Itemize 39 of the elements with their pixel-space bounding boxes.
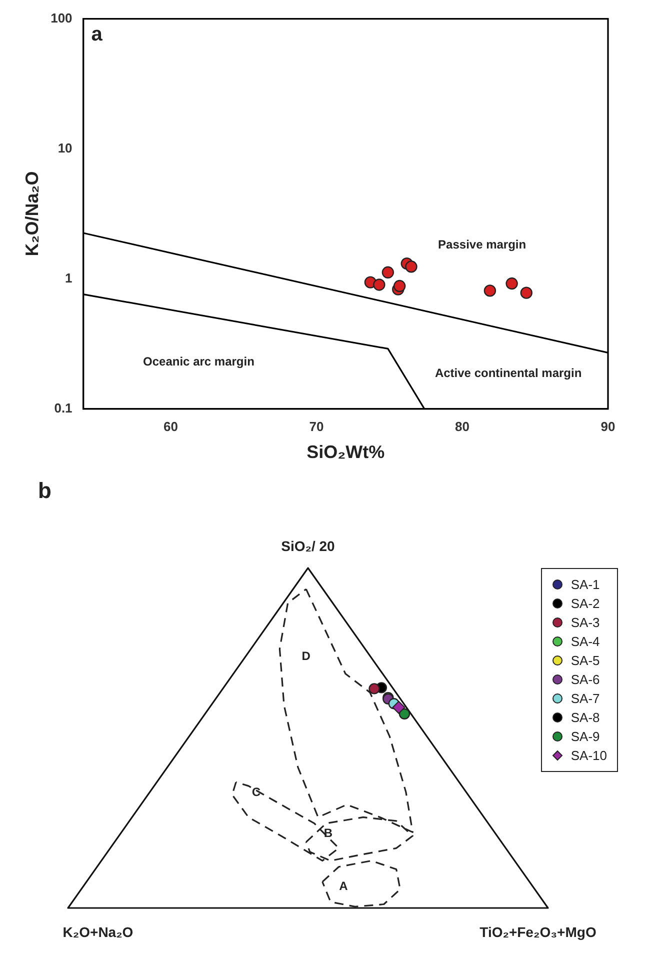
point (520, 286, 532, 299)
y-tick-label: 100 (50, 10, 72, 26)
point (382, 266, 394, 278)
y-tick-label: 0.1 (54, 400, 72, 416)
x-tick-label: 90 (600, 419, 616, 434)
legend-label: SA-4 (570, 634, 600, 649)
legend-label: SA-1 (570, 577, 600, 592)
text: C (252, 785, 260, 800)
legend-label: SA-8 (570, 710, 600, 725)
point (405, 260, 418, 273)
legend-label: SA-6 (570, 672, 600, 687)
annotation: Oceanic arc margin (143, 354, 254, 368)
legend-label: SA-9 (570, 729, 600, 744)
text: D (302, 649, 310, 664)
point (373, 278, 386, 291)
text: TiO₂+Fe₂O₃+MgO (480, 924, 596, 940)
text: K₂O+Na₂O (62, 924, 134, 940)
legend-label: SA-2 (570, 596, 600, 611)
x-tick-label: 70 (309, 419, 324, 434)
text: B (324, 826, 332, 840)
text: A (339, 878, 348, 893)
annotation: Passive margin (438, 237, 526, 252)
x-tick-label: 80 (455, 419, 470, 434)
y-tick-label: 10 (58, 140, 72, 156)
x-axis-title: SiO₂Wt% (306, 442, 385, 462)
text: SiO₂/ 20 (281, 538, 335, 554)
text: b (38, 478, 52, 504)
legend-label: SA-10 (570, 748, 607, 763)
y-tick-label: 1 (65, 270, 72, 286)
point (506, 277, 518, 290)
x-tick-label: 60 (164, 419, 178, 434)
chart-title: a (91, 23, 104, 46)
annotation: Active continental margin (434, 366, 582, 380)
legend-label: SA-3 (570, 615, 600, 630)
legend-label: SA-7 (570, 691, 600, 706)
point (393, 280, 406, 292)
y-axis-title: K₂O/Na₂O (22, 171, 42, 256)
point (484, 284, 496, 297)
legend-label: SA-5 (570, 653, 600, 668)
